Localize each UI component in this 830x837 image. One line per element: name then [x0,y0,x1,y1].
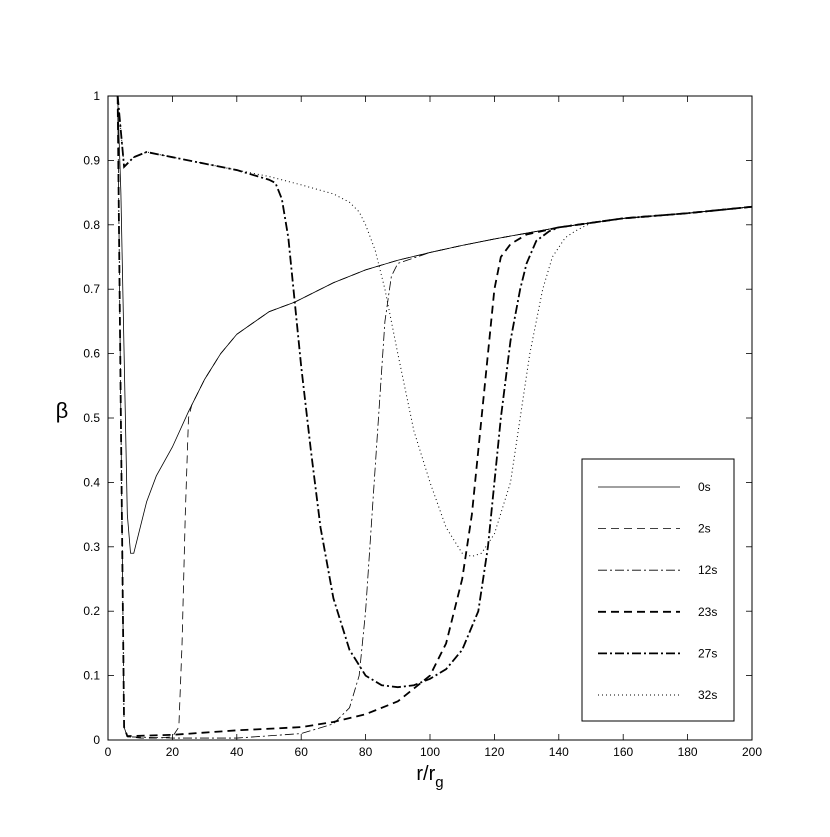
x-axis-label-subscript: g [435,774,443,791]
x-tick-label: 20 [166,745,180,759]
x-tick-label: 160 [613,745,633,759]
y-tick-label: 0.7 [83,282,100,296]
x-tick-label: 140 [549,745,569,759]
x-tick-label: 100 [420,745,440,759]
legend-label: 0s [698,480,711,494]
y-axis-label: β [56,398,69,423]
x-tick-label: 60 [295,745,309,759]
y-tick-label: 0.6 [83,347,100,361]
x-tick-label: 0 [105,745,112,759]
legend-box [581,458,735,722]
y-tick-label: 0 [93,733,100,747]
y-tick-label: 0.3 [83,540,100,554]
y-tick-label: 0.8 [83,218,100,232]
y-tick-label: 0.4 [83,475,100,489]
series-line [116,95,753,689]
series-line [116,95,753,738]
legend-label: 27s [698,646,717,660]
x-tick-label: 80 [359,745,373,759]
x-tick-label: 180 [678,745,698,759]
y-tick-label: 0.9 [83,153,100,167]
legend: 0s 2s 12s 23s 27s 32s [581,458,735,722]
series-line [117,95,753,739]
x-axis-label: r/rg [416,763,443,791]
legend-label: 32s [698,688,717,702]
legend-label: 2s [698,522,711,536]
x-axis-label-text: r/r [416,763,435,785]
x-tick-label: 200 [742,745,762,759]
legend-label: 12s [698,563,717,577]
y-tick-label: 0.1 [83,669,100,683]
plot-frame [107,95,753,741]
y-tick-label: 0.2 [83,604,100,618]
x-tick-label: 120 [484,745,504,759]
x-tick-label: 40 [230,745,244,759]
y-tick-label: 1 [93,89,100,103]
legend-label: 23s [698,605,717,619]
y-tick-label: 0.5 [83,411,100,425]
